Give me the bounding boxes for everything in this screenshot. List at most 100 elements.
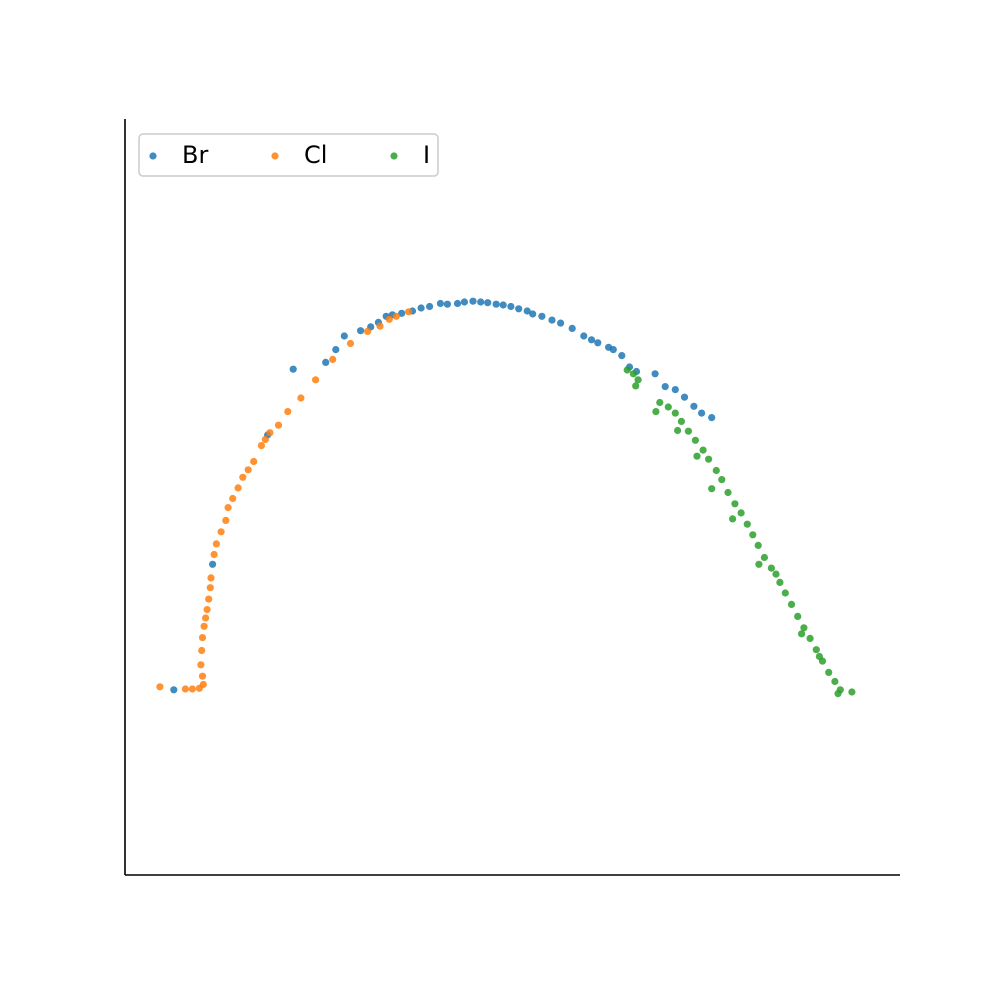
point-cl-23 [244,466,252,474]
point-i-5 [671,409,679,417]
legend-marker-i [390,152,398,160]
point-i-12 [718,476,726,484]
point-cl-8 [198,634,207,642]
point-br-26 [515,305,523,313]
point-i-18 [754,541,762,550]
point-br-46 [698,409,706,417]
point-cl-18 [222,516,230,525]
point-br-34 [587,336,596,344]
point-br-31 [557,319,565,327]
point-i-38 [729,515,737,523]
point-i-24 [794,612,802,621]
point-cl-5 [198,672,207,680]
point-br-30 [548,316,556,324]
point-br-25 [507,302,515,311]
point-cl-38 [405,308,413,316]
legend-label-i: I [423,141,430,169]
point-cl-1 [181,685,189,693]
point-i-41 [674,426,682,435]
point-br-47 [708,414,716,422]
point-br-24 [499,301,507,309]
point-i-13 [724,488,732,497]
point-cl-32 [329,355,337,363]
point-cl-9 [200,622,208,630]
point-br-38 [618,352,626,360]
point-br-37 [609,346,617,354]
point-i-33 [834,690,842,698]
point-cl-2 [188,685,196,693]
point-i-16 [743,520,751,528]
point-cl-7 [198,646,206,655]
point-i-39 [708,485,716,493]
point-br-0 [170,686,178,694]
point-cl-24 [250,457,258,466]
legend-label-br: Br [182,141,208,169]
point-i-25 [800,624,808,632]
point-br-19 [460,298,468,306]
legend: Br Cl I [138,133,439,177]
point-cl-28 [274,421,283,429]
point-i-9 [699,446,707,454]
point-cl-35 [376,322,384,330]
point-cl-22 [239,473,247,481]
point-cl-6 [197,661,205,669]
series-cl [156,308,413,693]
point-cl-15 [210,550,218,559]
point-br-14 [417,304,425,312]
point-cl-36 [385,315,393,323]
point-br-33 [580,332,588,340]
point-br-21 [477,298,485,306]
series-br [170,297,716,694]
point-i-14 [731,500,739,508]
point-i-7 [684,427,693,435]
point-i-1 [629,370,638,378]
point-i-19 [760,553,769,562]
point-br-41 [651,370,659,378]
point-cl-31 [312,376,320,384]
point-br-44 [680,393,689,401]
point-br-42 [661,383,669,391]
point-cl-37 [392,312,400,320]
point-i-35 [798,630,806,638]
point-i-37 [755,560,763,568]
point-cl-30 [297,394,305,402]
point-i-15 [737,509,745,517]
point-br-29 [538,312,546,320]
point-br-1 [209,560,217,568]
point-br-12 [398,309,406,317]
point-br-43 [671,386,679,394]
point-i-11 [712,466,720,475]
legend-label-cl: Cl [304,141,327,169]
point-i-26 [806,634,814,643]
point-br-28 [529,310,537,318]
point-br-16 [436,299,444,308]
point-i-8 [691,436,700,444]
point-br-20 [469,297,477,305]
series-i [623,366,856,698]
point-cl-27 [266,429,274,437]
point-i-6 [677,417,686,425]
point-br-23 [492,300,500,308]
point-cl-25 [257,442,265,450]
point-cl-14 [207,574,215,582]
point-i-30 [831,677,839,686]
point-br-17 [443,300,451,308]
point-i-21 [776,578,784,587]
point-cl-33 [346,339,355,348]
legend-frame [138,133,439,177]
point-cl-4 [199,680,207,689]
point-br-32 [568,324,576,332]
point-i-36 [772,570,780,578]
point-br-5 [332,346,340,354]
point-cl-10 [202,614,210,622]
point-br-35 [594,339,602,347]
legend-marker-br [149,152,157,160]
point-cl-34 [364,327,372,335]
point-i-23 [787,600,796,609]
point-i-32 [848,688,856,696]
point-i-0 [623,366,631,374]
point-i-27 [812,646,820,654]
point-i-43 [632,382,640,390]
point-i-4 [664,403,672,411]
